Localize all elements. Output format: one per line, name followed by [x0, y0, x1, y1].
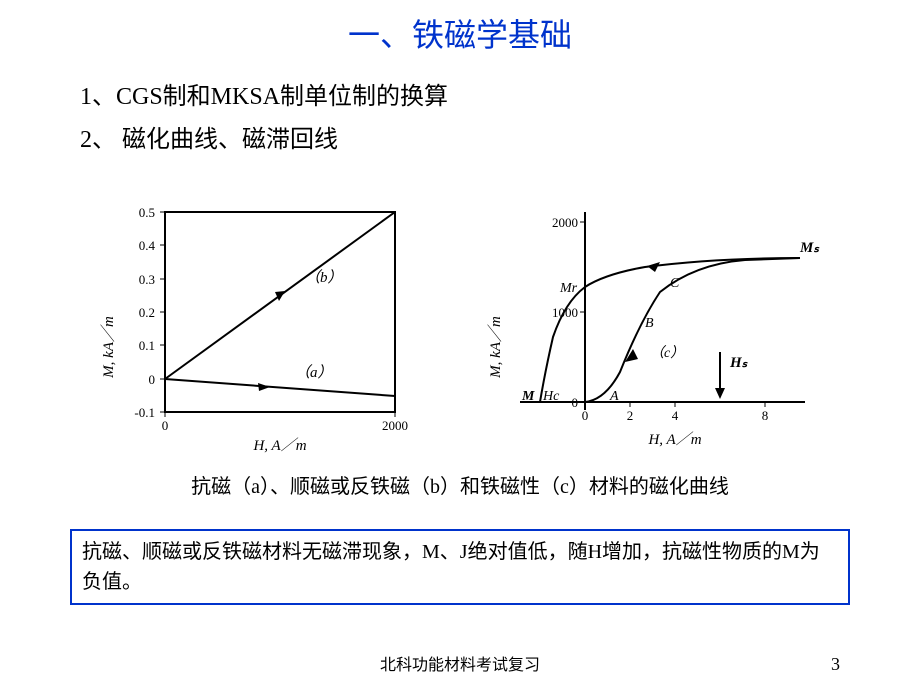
yt3: 0.3 — [139, 272, 155, 287]
line-1: 1、CGS制和MKSA制单位制的换算 — [80, 76, 840, 119]
summary-box: 抗磁、顺磁或反铁磁材料无磁滞现象，M、J绝对值低，随H增加，抗磁性物质的M为负值… — [70, 529, 850, 605]
label-ms: Mₛ — [799, 240, 820, 256]
ryt1: 1000 — [552, 305, 578, 320]
footer-text: 北科功能材料考试复习 — [0, 651, 920, 675]
label-hs: Hₛ — [729, 355, 749, 371]
xt0: 0 — [162, 418, 169, 433]
chart-left: 0.5 0.4 0.3 0.2 0.1 0 -0.1 0 2000 — [95, 192, 425, 462]
chart-caption: 抗磁（a）、顺磁或反铁磁（b）和铁磁性（c）材料的磁化曲线 — [0, 470, 920, 499]
chart-right: 0 1000 2000 0 2 4 8 — [465, 192, 825, 462]
yt5: 0.5 — [139, 205, 155, 220]
xlabel-left: H, A／m — [252, 437, 306, 454]
ryt2: 2000 — [552, 215, 578, 230]
ylabel-left: M, kA／m — [100, 316, 117, 379]
rxt1: 2 — [627, 408, 634, 423]
label-a: （a） — [295, 364, 333, 381]
xlabel-right: H, A／m — [647, 431, 701, 448]
label-b: （b） — [305, 269, 343, 286]
chart-left-svg: 0.5 0.4 0.3 0.2 0.1 0 -0.1 0 2000 — [95, 192, 425, 462]
rxt2: 4 — [672, 408, 679, 423]
rxt3: 8 — [762, 408, 769, 423]
ryt0: 0 — [572, 395, 579, 410]
label-rc: C — [670, 276, 680, 291]
label-curve-c: （c） — [650, 345, 684, 361]
label-mr: Mr — [559, 281, 578, 296]
label-rb: B — [645, 316, 654, 331]
page-number: 3 — [831, 654, 840, 675]
yt4: 0.4 — [139, 238, 156, 253]
xt1: 2000 — [382, 418, 408, 433]
yt1: 0.1 — [139, 338, 155, 353]
charts-row: 0.5 0.4 0.3 0.2 0.1 0 -0.1 0 2000 — [0, 192, 920, 462]
ylabel-right: M, kA／m — [487, 316, 504, 379]
page-title: 一、铁磁学基础 — [0, 0, 920, 56]
label-ra: A — [609, 389, 619, 404]
line-2: 2、 磁化曲线、磁滞回线 — [80, 119, 840, 162]
ytn: -0.1 — [134, 405, 155, 420]
label-m: M — [521, 389, 535, 404]
yt0: 0 — [149, 372, 156, 387]
body-text: 1、CGS制和MKSA制单位制的换算 2、 磁化曲线、磁滞回线 — [0, 56, 920, 162]
rxt0: 0 — [582, 408, 589, 423]
yt2: 0.2 — [139, 305, 155, 320]
label-hc: Hc — [542, 389, 560, 404]
chart-right-svg: 0 1000 2000 0 2 4 8 — [465, 192, 825, 462]
